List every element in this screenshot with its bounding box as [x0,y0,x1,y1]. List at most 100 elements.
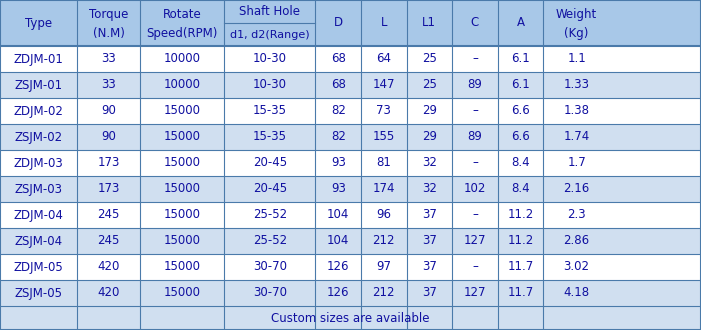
Text: 6.1: 6.1 [511,52,530,65]
Bar [0,72,701,98]
Text: 20-45: 20-45 [253,182,287,195]
Text: 126: 126 [327,286,350,300]
Text: 173: 173 [97,182,120,195]
Bar [0,98,701,124]
Text: 8.4: 8.4 [511,182,530,195]
Bar [0,124,701,150]
Text: 15000: 15000 [164,235,200,248]
Text: 420: 420 [97,286,120,300]
Text: 10000: 10000 [164,79,200,91]
Text: (Kg): (Kg) [564,27,589,40]
Text: –: – [472,209,478,221]
Text: 10000: 10000 [164,52,200,65]
Text: 104: 104 [327,235,349,248]
Bar [0,150,701,176]
Text: 37: 37 [422,209,437,221]
Text: 6.6: 6.6 [511,130,530,144]
Text: 6.6: 6.6 [511,105,530,117]
Text: 15000: 15000 [164,130,200,144]
Text: 15000: 15000 [164,260,200,274]
Bar [0,306,701,330]
Text: 32: 32 [422,156,437,170]
Text: ZSJM-01: ZSJM-01 [15,79,62,91]
Text: 30-70: 30-70 [253,260,287,274]
Text: 102: 102 [464,182,486,195]
Text: (N.M): (N.M) [93,27,125,40]
Text: 25-52: 25-52 [253,209,287,221]
Text: 147: 147 [372,79,395,91]
Text: 97: 97 [376,260,391,274]
Text: 245: 245 [97,209,120,221]
Bar [0,280,701,306]
Text: 82: 82 [331,105,346,117]
Text: 4.18: 4.18 [564,286,590,300]
Text: 68: 68 [331,52,346,65]
Text: 68: 68 [331,79,346,91]
Text: ZDJM-04: ZDJM-04 [13,209,64,221]
Text: 15000: 15000 [164,209,200,221]
Text: 1.1: 1.1 [567,52,586,65]
Text: Custom sizes are available: Custom sizes are available [271,312,430,324]
Text: 29: 29 [422,105,437,117]
Text: 15-35: 15-35 [253,105,287,117]
Text: 93: 93 [331,156,346,170]
Text: 15000: 15000 [164,286,200,300]
Text: 15000: 15000 [164,156,200,170]
Text: 37: 37 [422,260,437,274]
Text: 8.4: 8.4 [511,156,530,170]
Text: 64: 64 [376,52,391,65]
Text: C: C [471,16,479,29]
Text: ZDJM-03: ZDJM-03 [14,156,63,170]
Text: 2.86: 2.86 [564,235,590,248]
Text: 11.7: 11.7 [508,286,533,300]
Text: 73: 73 [376,105,391,117]
Text: 420: 420 [97,260,120,274]
Text: 37: 37 [422,235,437,248]
Text: ZSJM-05: ZSJM-05 [15,286,62,300]
Text: Rotate: Rotate [163,8,202,21]
Text: 126: 126 [327,260,350,274]
Text: Speed(RPM): Speed(RPM) [147,27,218,40]
Text: Weight: Weight [556,8,597,21]
Text: 25-52: 25-52 [253,235,287,248]
Bar [0,0,701,46]
Text: 11.2: 11.2 [508,209,533,221]
Text: 11.7: 11.7 [508,260,533,274]
Text: 6.1: 6.1 [511,79,530,91]
Text: –: – [472,52,478,65]
Text: –: – [472,156,478,170]
Text: 212: 212 [372,235,395,248]
Text: 25: 25 [422,52,437,65]
Text: 15000: 15000 [164,182,200,195]
Text: 32: 32 [422,182,437,195]
Bar [0,254,701,280]
Text: 245: 245 [97,235,120,248]
Text: ZSJM-03: ZSJM-03 [15,182,62,195]
Bar [0,46,701,72]
Text: ZSJM-02: ZSJM-02 [15,130,62,144]
Text: 1.74: 1.74 [564,130,590,144]
Text: 10-30: 10-30 [253,52,287,65]
Text: 127: 127 [463,286,486,300]
Text: 104: 104 [327,209,349,221]
Text: L: L [381,16,387,29]
Text: 25: 25 [422,79,437,91]
Text: 90: 90 [101,105,116,117]
Text: 30-70: 30-70 [253,286,287,300]
Text: Torque: Torque [89,8,128,21]
Text: Shaft Hole: Shaft Hole [239,5,301,18]
Text: 155: 155 [373,130,395,144]
Text: 82: 82 [331,130,346,144]
Text: L1: L1 [423,16,436,29]
Text: 1.7: 1.7 [567,156,586,170]
Text: –: – [472,260,478,274]
Text: 1.33: 1.33 [564,79,590,91]
Text: d1, d2(Range): d1, d2(Range) [230,29,310,40]
Text: 174: 174 [372,182,395,195]
Text: 173: 173 [97,156,120,170]
Bar [0,176,701,202]
Text: 127: 127 [463,235,486,248]
Text: 11.2: 11.2 [508,235,533,248]
Text: ZDJM-02: ZDJM-02 [13,105,64,117]
Text: 89: 89 [468,130,482,144]
